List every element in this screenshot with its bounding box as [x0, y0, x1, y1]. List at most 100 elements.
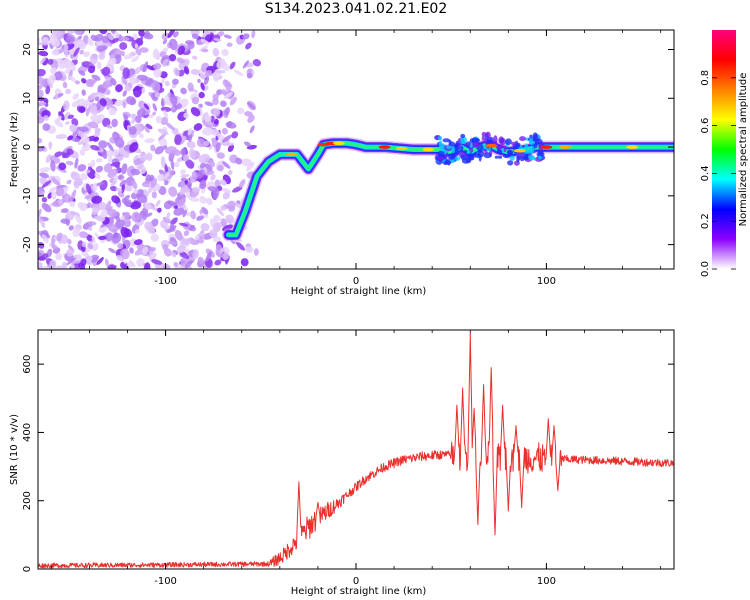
noise-blob — [189, 224, 195, 231]
noise-blob — [81, 78, 87, 84]
noise-blob — [212, 75, 219, 82]
noise-blob — [67, 238, 72, 245]
noise-blob — [200, 39, 210, 45]
noise-blob — [120, 36, 130, 42]
turbulence-blob — [472, 141, 480, 148]
turbulence-blob — [462, 150, 468, 154]
noise-blob — [186, 140, 196, 149]
turbulence-blob — [484, 150, 488, 155]
turbulence-blob — [481, 131, 487, 137]
noise-blob — [171, 251, 177, 258]
noise-blob — [70, 264, 75, 269]
noise-blob — [242, 60, 250, 69]
noise-blob — [143, 125, 150, 133]
spectrogram-y-axis-label: Frequency (Hz) — [9, 112, 20, 188]
noise-blob — [240, 258, 249, 267]
colorbar-tick-label: 0.2 — [700, 213, 711, 229]
noise-blob — [83, 51, 90, 58]
noise-blob — [227, 144, 234, 153]
noise-blob — [196, 215, 204, 221]
noise-blob — [180, 257, 188, 267]
spectrogram-y-tick-label: -10 — [22, 188, 33, 204]
noise-blob — [94, 172, 101, 180]
noise-blob — [50, 160, 56, 172]
noise-blob — [89, 53, 98, 65]
noise-blob — [112, 131, 120, 141]
turbulence-blob — [448, 153, 456, 160]
noise-blob — [40, 253, 49, 261]
noise-blob — [67, 114, 74, 119]
noise-blob — [142, 61, 149, 73]
noise-blob — [94, 34, 104, 42]
turbulence-blob — [516, 142, 521, 147]
noise-blob — [51, 177, 61, 186]
noise-blob — [221, 187, 232, 194]
noise-blob — [111, 195, 121, 204]
noise-blob — [176, 57, 185, 64]
noise-blob — [168, 240, 177, 245]
noise-blob — [90, 144, 100, 151]
noise-blob — [246, 72, 253, 79]
noise-blob — [119, 42, 128, 50]
colorbar: 0.0 0.2 0.4 0.6 0.8 Normalized spectral ampli… — [700, 30, 749, 277]
noise-blob — [106, 124, 113, 129]
noise-blob — [45, 154, 52, 163]
spectrogram-x-axis-label: Height of straight line (km) — [291, 286, 427, 297]
noise-blob — [220, 218, 227, 227]
turbulence-blob — [537, 155, 543, 160]
noise-blob — [58, 162, 67, 171]
noise-blob — [223, 34, 232, 39]
noise-blob — [133, 66, 142, 75]
noise-blob — [154, 145, 165, 155]
noise-blob — [252, 59, 261, 67]
snr-y-axis-label: SNR (10 * v/v) — [9, 414, 20, 485]
noise-blob — [180, 174, 190, 178]
turbulence-blob — [460, 136, 467, 145]
noise-blob — [57, 199, 64, 205]
turbulence-blob — [484, 138, 487, 144]
noise-blob — [152, 48, 160, 59]
noise-blob — [182, 154, 190, 162]
noise-blob — [115, 187, 123, 192]
snr-plot-frame — [37, 329, 675, 570]
noise-blob — [54, 151, 63, 158]
colorbar-tick-label: 0.0 — [700, 261, 711, 277]
noise-blob — [184, 238, 191, 245]
colorbar-gradient — [712, 30, 736, 269]
noise-blob — [66, 148, 74, 155]
noise-blob — [168, 186, 178, 197]
noise-blob — [79, 173, 88, 181]
turbulence-blob — [495, 144, 504, 150]
noise-blob — [204, 114, 212, 122]
noise-blob — [222, 134, 232, 143]
noise-blob — [134, 43, 139, 50]
noise-blob — [185, 159, 195, 169]
noise-blob — [249, 125, 255, 134]
noise-blob — [38, 241, 45, 249]
turbulence-blob — [437, 156, 445, 161]
noise-blob — [150, 144, 156, 152]
noise-blob — [175, 43, 184, 51]
noise-blob — [124, 84, 132, 92]
noise-blob — [238, 179, 246, 189]
noise-blob — [48, 74, 56, 85]
noise-blob — [67, 30, 76, 35]
snr-x-tick-label: 100 — [537, 576, 556, 587]
noise-blob — [213, 108, 221, 117]
noise-blob — [146, 212, 153, 217]
noise-blob — [153, 68, 162, 78]
noise-blob — [107, 264, 117, 269]
hotspot — [395, 146, 408, 151]
noise-blob — [179, 185, 189, 195]
turbulence-blob — [451, 145, 456, 154]
noise-blob — [66, 179, 72, 185]
noise-blob — [63, 43, 69, 52]
noise-blob — [68, 75, 77, 83]
noise-blob — [91, 235, 96, 243]
noise-blob — [91, 74, 101, 81]
noise-blob — [38, 261, 43, 269]
spectrogram-x-tick-label: 100 — [537, 276, 556, 287]
noise-blob — [122, 101, 127, 109]
